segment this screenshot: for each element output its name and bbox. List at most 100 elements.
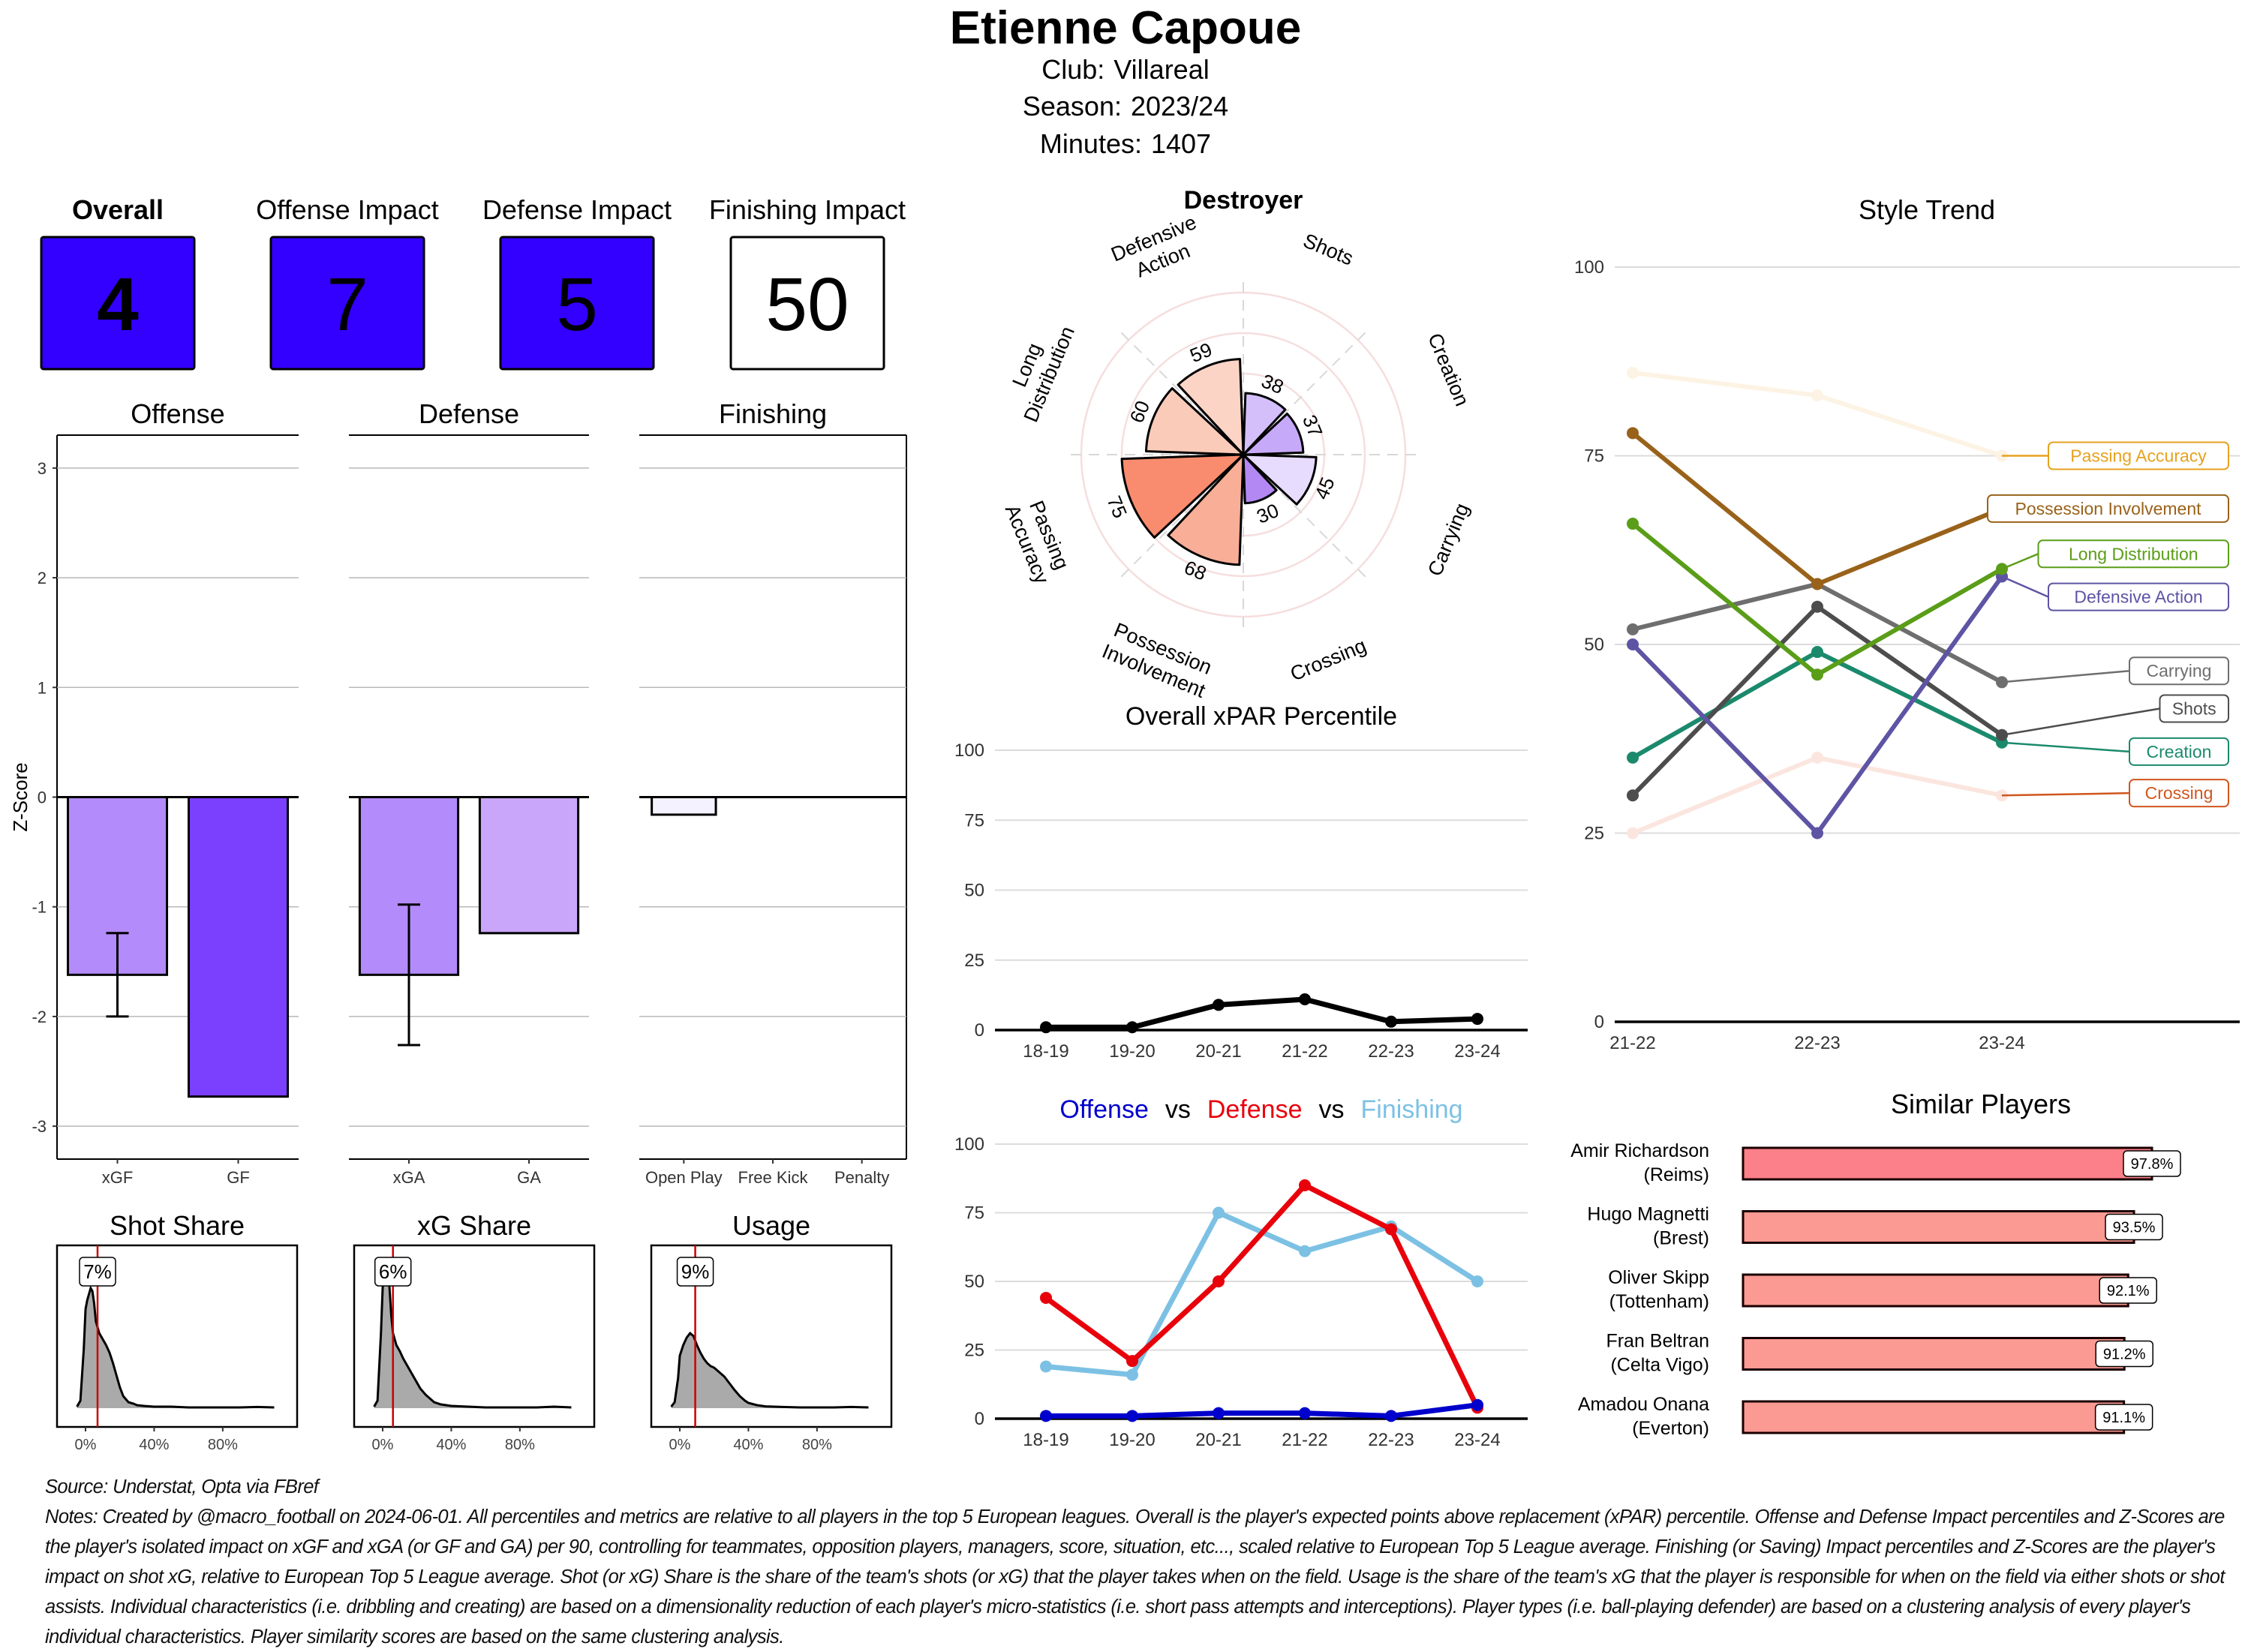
data-point [1299,1245,1311,1257]
series-line [1043,1182,1480,1410]
x-tick-label: 21-22 [1609,1033,1655,1053]
radar-category-label: Creation [1423,330,1474,410]
kpi-box [269,236,425,371]
density-title: Shot Share [110,1210,245,1241]
kpi-value: 7 [326,263,368,347]
bar-open-play [651,796,717,816]
data-point [1299,1179,1311,1191]
data-point [1040,1360,1052,1373]
direct-label: Creation [2147,742,2212,761]
data-point [1126,1410,1138,1422]
direct-label-box [2129,779,2229,808]
title-part: Finishing [1361,1095,1463,1124]
similar-player-row: Amadou Onana (Everton) 91.1% [1578,1394,2153,1439]
x-tick-label: 80% [802,1437,832,1453]
notes-line: the player's isolated impact on xGF and … [45,1536,2216,1557]
marker-label: 6% [379,1260,407,1283]
x-tick-label: Free Kick [738,1168,809,1187]
similarity-bar [1742,1400,2126,1434]
radar-category-label-line: Creation [1423,330,1474,410]
radar-wedge-carrying [1242,453,1318,506]
marker-label-box [79,1257,116,1287]
x-tick-label: 0% [372,1437,394,1453]
y-tick-label: -3 [32,1117,47,1136]
direct-label-box [2048,582,2229,611]
series-defense [1040,1179,1483,1414]
style-trend-chart: 0 25 50 75 100 21-22 22-23 23-24 Style Trend Pass… [1574,194,2240,1053]
radar-value-label: 59 [1186,338,1215,367]
marker-label: 7% [83,1260,112,1283]
marker-label-box [676,1257,714,1287]
zscore-bar-panels: Z-Score 3 2 1 0 -1 -2 -3 Offense xGF GF Defense xGA G… [9,398,907,1187]
y-tick-label: 0 [975,1020,984,1041]
series-crossing [1627,751,2008,840]
club-label: Club: [1041,54,1104,85]
kpi-box [499,236,655,371]
direct-label: Carrying [2147,661,2212,680]
density-frame [650,1244,893,1428]
label-leader [2001,553,2039,570]
direct-label: Possession Involvement [2015,499,2201,518]
data-point [1126,1021,1138,1034]
x-tick-label: xGA [393,1168,425,1187]
title-part: Defense [1207,1095,1303,1124]
player-club: (Everton) [1632,1418,1709,1439]
data-point [1811,646,1823,659]
data-point [1811,827,1823,840]
data-point [1126,1355,1138,1368]
y-tick-label: -2 [32,1008,47,1026]
kpi-card-defense-impact: Defense Impact 5 [482,194,672,371]
radar-category-label: Shots [1300,229,1357,269]
club-value: Villareal [1113,54,1209,85]
data-point [1213,1206,1225,1219]
direct-label: Passing Accuracy [2070,446,2207,466]
data-point [1811,389,1823,402]
kpi-row: Overall 4 Offense Impact 7 Defense Impact 5 Fi… [40,194,906,371]
direct-label: Long Distribution [2069,544,2198,563]
player-name: Oliver Skipp [1608,1267,1709,1288]
title-part: vs [1319,1095,1345,1124]
direct-label: Shots [2172,699,2216,719]
label-leader [2001,741,2130,753]
title-part: vs [1165,1095,1191,1124]
x-tick-label: xGF [102,1168,134,1187]
player-name: Hugo Magnetti [1587,1204,1709,1225]
direct-label: Crossing [2145,783,2213,803]
radar-value-label: 75 [1102,493,1132,521]
data-point [1299,993,1311,1005]
player-name: Fran Beltran [1606,1331,1709,1352]
similarity-bar [1742,1210,2135,1244]
similarity-label: 92.1% [2107,1283,2150,1299]
x-tick-label: 0% [75,1437,97,1453]
y-tick-label: 100 [1574,257,1604,278]
y-tick-label: 75 [964,1203,984,1224]
notes-line: individual characteristics. Player simil… [45,1626,784,1647]
data-point [1040,1410,1052,1422]
player-club: (Celta Vigo) [1610,1355,1709,1376]
similarity-label-box [2094,1404,2153,1431]
player-club: (Brest) [1653,1228,1709,1249]
y-tick-label: 100 [954,1134,984,1155]
x-tick-label: Open Play [645,1168,723,1187]
density-title: Usage [732,1210,810,1241]
kpi-card-offense-impact: Offense Impact 7 [256,194,439,371]
similar-player-row: Hugo Magnetti (Brest) 93.5% [1587,1204,2163,1249]
footer-notes: Source: Understat, Opta via FBref Notes:… [45,1472,2236,1652]
similar-player-row: Oliver Skipp (Tottenham) 92.1% [1608,1267,2157,1312]
radar-value-label: 60 [1125,398,1154,426]
similarity-label: 91.2% [2103,1347,2146,1363]
density-curve [76,1285,275,1409]
season-value: 2023/24 [1131,91,1228,122]
y-tick-label: 25 [964,951,984,971]
x-tick-label: 23-24 [1454,1430,1500,1450]
y-tick-label: 2 [38,569,47,587]
series-xpar [1040,993,1483,1034]
x-tick-label: GA [517,1168,541,1187]
kpi-box [40,236,196,371]
y-tick-label: 100 [954,740,984,761]
radar-wedge-passing-accuracy [1120,453,1245,539]
radar-wedge-defensive-action [1177,358,1245,456]
data-point [1040,1291,1052,1304]
marker-label: 9% [681,1260,710,1283]
data-point [1471,1398,1483,1411]
